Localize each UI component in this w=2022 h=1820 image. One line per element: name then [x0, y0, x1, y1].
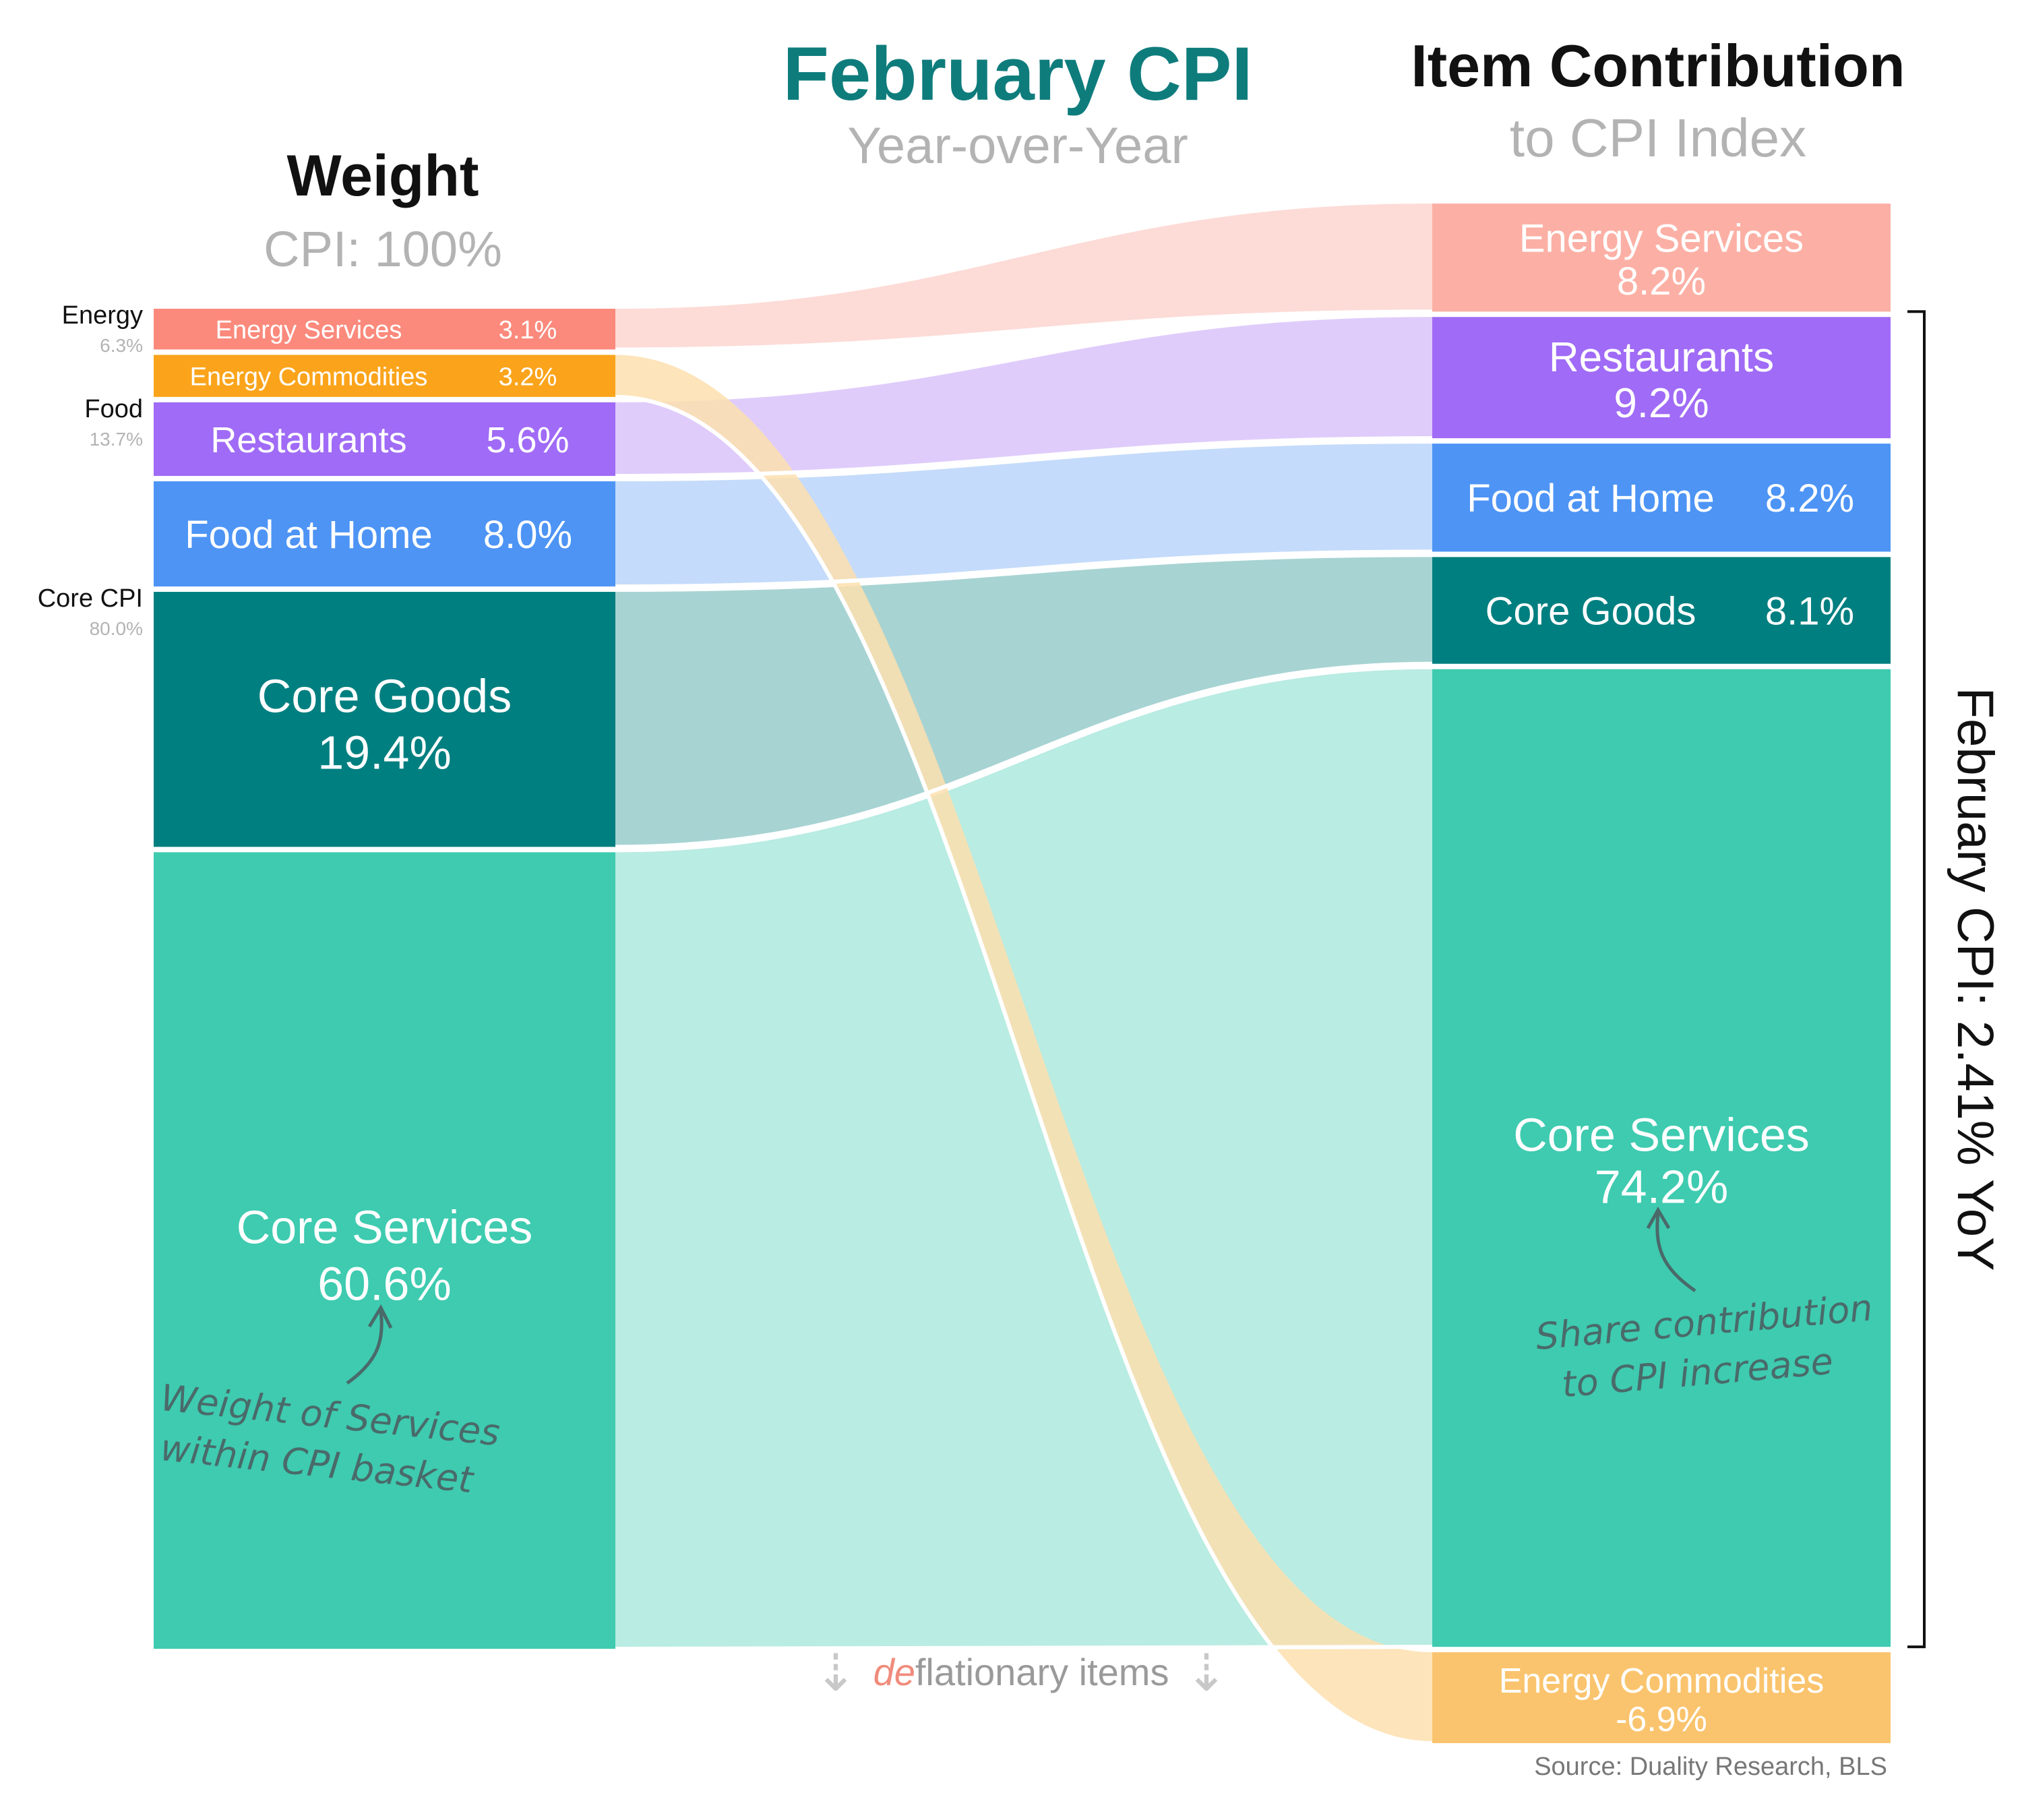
annotation-right-arrow-icon: [1655, 1213, 1696, 1293]
right-label-core-goods: Core Goods: [1485, 589, 1696, 633]
deflation-arrow-left-icon: ⇣: [814, 1645, 857, 1702]
right-column-title: Item Contribution: [1411, 32, 1905, 99]
left-label-core-services: Core Services: [237, 1201, 533, 1254]
right-node-restaurants: [1432, 317, 1891, 439]
flow-core-goods: [615, 557, 1432, 847]
right-label-energy-commodities: Energy Commodities: [1499, 1662, 1825, 1701]
source-note: Source: Duality Research, BLS: [1534, 1753, 1887, 1781]
flow-edge-restaurants: [615, 436, 1433, 479]
flow-core-services: [615, 669, 1432, 1649]
right-node-energy-services: [1432, 204, 1891, 312]
annotation-left-arrowhead-icon: [367, 1304, 393, 1329]
flow-edge-core-goods: [615, 661, 1433, 849]
right-node-energy-commodities: [1432, 1652, 1891, 1743]
left-node-core-goods: [154, 592, 615, 847]
right-value-energy-commodities: -6.9%: [1616, 1700, 1707, 1739]
right-node-core-goods: [1432, 557, 1891, 664]
left-value-food-at-home: 8.0%: [483, 513, 572, 557]
right-value-restaurants: 9.2%: [1614, 380, 1709, 427]
left-value-core-goods: 19.4%: [317, 727, 451, 779]
group-label-core-cpi: Core CPI: [38, 584, 143, 613]
left-label-energy-services: Energy Services: [216, 316, 402, 344]
flow-edge-energy-services: [615, 309, 1433, 352]
left-node-restaurants: [154, 402, 615, 477]
node-layer: [154, 204, 1891, 1743]
left-node-core-services: [154, 852, 615, 1649]
right-label-restaurants: Restaurants: [1549, 334, 1774, 381]
deflation-note-rest: flationary items: [915, 1651, 1169, 1693]
chart-title: February CPI: [783, 32, 1252, 116]
left-column-title: Weight: [286, 144, 479, 208]
flow-edge-energy-commodities: [615, 394, 1433, 1745]
total-label: February CPI: 2.41% YoY: [1947, 688, 2004, 1271]
right-value-core-goods: 8.1%: [1765, 589, 1854, 633]
left-label-energy-commodities: Energy Commodities: [190, 363, 428, 391]
group-label-energy: Energy: [62, 301, 143, 330]
deflation-note: deflationary items: [874, 1651, 1169, 1693]
right-label-energy-services: Energy Services: [1519, 216, 1804, 260]
left-label-core-goods: Core Goods: [257, 670, 512, 723]
deflation-note-prefix: de: [874, 1651, 915, 1693]
left-value-energy-services: 3.1%: [499, 316, 557, 344]
left-node-energy-services: [154, 309, 615, 350]
annotation-right-arrowhead-icon: [1646, 1206, 1671, 1230]
right-column-subtitle: to CPI Index: [1510, 108, 1806, 168]
right-value-energy-services: 8.2%: [1617, 260, 1706, 303]
total-bracket: [1907, 310, 1926, 1649]
group-label-food: Food: [84, 395, 143, 423]
left-node-energy-commodities: [154, 355, 615, 397]
flow-energy-commodities: [615, 355, 1432, 1743]
flow-layer: [615, 204, 1433, 1745]
flow-energy-services: [615, 204, 1432, 350]
right-label-food-at-home: Food at Home: [1467, 477, 1715, 520]
right-label-core-services: Core Services: [1513, 1108, 1810, 1161]
group-value-food: 13.7%: [90, 429, 143, 450]
flow-edge-core-services: [615, 1645, 1433, 1651]
chart-subtitle: Year-over-Year: [847, 117, 1188, 175]
flow-edge-food-at-home: [615, 549, 1433, 589]
left-value-core-services: 60.6%: [317, 1258, 451, 1310]
flow-restaurants: [615, 317, 1432, 477]
deflation-arrow-right-icon: ⇣: [1185, 1645, 1228, 1702]
right-node-core-services: [1432, 669, 1891, 1647]
group-value-core-cpi: 80.0%: [90, 618, 143, 639]
right-value-core-services: 74.2%: [1595, 1160, 1728, 1213]
annotation-left-arrow-icon: [346, 1310, 384, 1385]
left-column-subtitle: CPI: 100%: [264, 221, 502, 277]
right-node-food-at-home: [1432, 444, 1891, 552]
left-value-restaurants: 5.6%: [486, 420, 569, 460]
right-value-food-at-home: 8.2%: [1765, 477, 1854, 520]
left-label-food-at-home: Food at Home: [185, 513, 433, 557]
left-label-restaurants: Restaurants: [210, 420, 406, 460]
left-value-energy-commodities: 3.2%: [499, 363, 557, 391]
group-value-energy: 6.3%: [100, 335, 143, 356]
left-node-food-at-home: [154, 481, 615, 587]
